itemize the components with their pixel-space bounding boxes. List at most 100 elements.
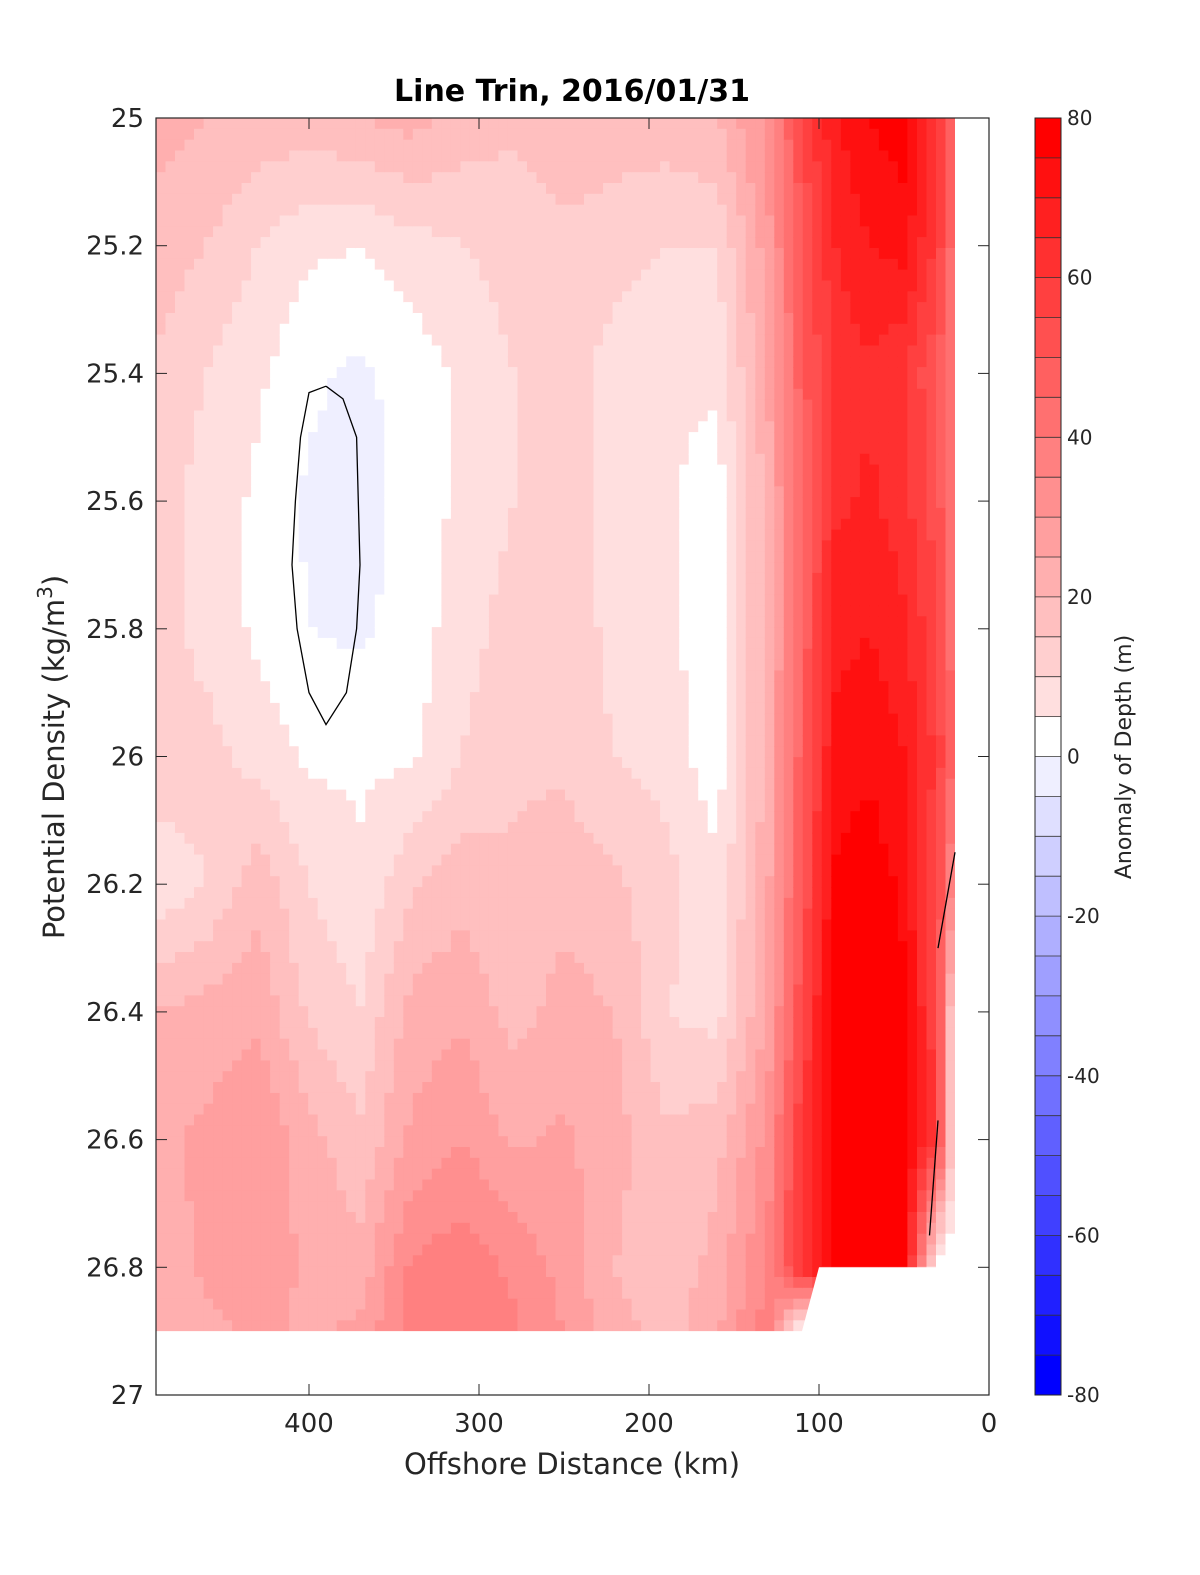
field-cell bbox=[527, 995, 538, 1007]
field-cell bbox=[289, 475, 300, 487]
field-cell bbox=[184, 161, 195, 173]
field-cell bbox=[555, 345, 566, 358]
field-cell bbox=[498, 583, 509, 596]
field-cell bbox=[156, 919, 167, 932]
field-cell bbox=[431, 876, 443, 888]
field-cell bbox=[232, 161, 243, 173]
field-cell bbox=[412, 518, 424, 531]
field-cell bbox=[546, 367, 557, 379]
field-cell bbox=[441, 248, 452, 260]
field-cell bbox=[441, 757, 452, 769]
field-cell bbox=[203, 962, 214, 975]
field-cell bbox=[374, 1255, 386, 1267]
field-cell bbox=[336, 302, 347, 314]
field-cell bbox=[527, 562, 538, 574]
field-cell bbox=[270, 887, 281, 899]
field-cell bbox=[422, 313, 433, 325]
field-cell bbox=[403, 865, 414, 877]
field-cell bbox=[460, 204, 471, 217]
field-cell bbox=[308, 421, 319, 433]
field-cell bbox=[317, 215, 328, 228]
field-cell bbox=[232, 323, 243, 336]
field-cell bbox=[412, 789, 424, 802]
field-cell bbox=[279, 1114, 290, 1127]
field-cell bbox=[431, 995, 443, 1007]
field-cell bbox=[165, 757, 176, 769]
field-cell bbox=[222, 778, 233, 791]
field-cell bbox=[184, 1309, 195, 1322]
field-cell bbox=[308, 648, 319, 661]
field-cell bbox=[156, 1103, 167, 1116]
field-cell bbox=[574, 778, 585, 791]
field-cell bbox=[203, 995, 214, 1007]
field-cell bbox=[517, 822, 528, 834]
field-cell bbox=[184, 378, 195, 390]
field-cell bbox=[479, 1092, 490, 1105]
field-cell bbox=[507, 345, 519, 358]
field-cell bbox=[422, 627, 433, 639]
field-cell bbox=[450, 594, 462, 607]
field-cell bbox=[431, 421, 443, 433]
field-cell bbox=[156, 908, 167, 921]
field-cell bbox=[336, 973, 347, 986]
field-cell bbox=[346, 1027, 357, 1040]
field-cell bbox=[527, 1233, 538, 1246]
field-cell bbox=[374, 1114, 386, 1127]
field-cell bbox=[412, 193, 424, 206]
field-cell bbox=[270, 616, 281, 628]
field-cell bbox=[365, 1179, 376, 1192]
field-cell bbox=[222, 930, 233, 942]
field-cell bbox=[450, 518, 462, 531]
field-cell bbox=[346, 1114, 357, 1127]
field-cell bbox=[422, 973, 433, 986]
field-cell bbox=[450, 183, 462, 195]
field-cell bbox=[441, 973, 452, 986]
field-cell bbox=[384, 237, 395, 249]
field-cell bbox=[241, 410, 252, 423]
field-cell bbox=[156, 930, 167, 942]
field-cell bbox=[270, 1266, 281, 1278]
field-cell bbox=[412, 952, 424, 964]
field-cell bbox=[327, 334, 338, 347]
field-cell bbox=[213, 1179, 224, 1192]
field-cell bbox=[574, 681, 585, 693]
field-cell bbox=[279, 692, 290, 704]
field-cell bbox=[393, 237, 405, 249]
field-cell bbox=[393, 1255, 405, 1267]
field-cell bbox=[279, 497, 290, 509]
field-cell bbox=[412, 692, 424, 704]
field-cell bbox=[232, 757, 243, 769]
field-cell bbox=[327, 529, 338, 542]
field-cell bbox=[203, 876, 214, 888]
field-cell bbox=[469, 486, 481, 498]
field-cell bbox=[498, 908, 509, 921]
field-cell bbox=[469, 345, 481, 358]
field-cell bbox=[317, 789, 328, 802]
field-cell bbox=[365, 908, 376, 921]
field-cell bbox=[479, 724, 490, 737]
field-cell bbox=[441, 908, 452, 921]
field-cell bbox=[555, 713, 566, 726]
field-cell bbox=[384, 1244, 395, 1257]
field-cell bbox=[431, 735, 443, 747]
field-cell bbox=[469, 941, 481, 953]
field-cell bbox=[298, 258, 309, 271]
field-cell bbox=[450, 1244, 462, 1257]
field-cell bbox=[479, 605, 490, 617]
field-cell bbox=[374, 973, 386, 986]
field-cell bbox=[355, 204, 367, 217]
field-cell bbox=[308, 562, 319, 574]
field-cell bbox=[308, 941, 319, 953]
field-cell bbox=[507, 410, 519, 423]
field-cell bbox=[270, 378, 281, 390]
field-cell bbox=[450, 713, 462, 726]
field-cell bbox=[517, 659, 528, 672]
field-cell bbox=[222, 605, 233, 617]
field-cell bbox=[260, 1060, 271, 1072]
field-cell bbox=[308, 1255, 319, 1267]
field-cell bbox=[517, 876, 528, 888]
field-cell bbox=[289, 941, 300, 953]
field-cell bbox=[517, 778, 528, 791]
field-cell bbox=[431, 1255, 443, 1267]
field-cell bbox=[270, 1222, 281, 1235]
